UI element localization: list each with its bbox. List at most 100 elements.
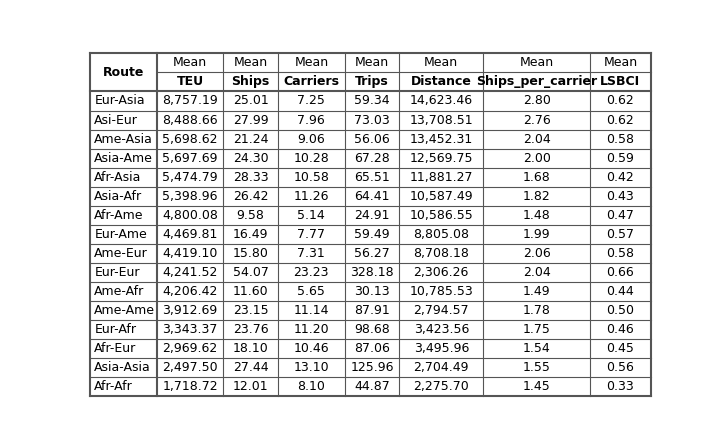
Text: 54.07: 54.07 bbox=[233, 266, 269, 279]
Text: 3,912.69: 3,912.69 bbox=[163, 304, 218, 317]
Text: Eur-Eur: Eur-Eur bbox=[94, 266, 140, 279]
Text: LSBCI: LSBCI bbox=[600, 76, 641, 89]
Text: Afr-Ame: Afr-Ame bbox=[94, 209, 144, 222]
Text: Route: Route bbox=[103, 66, 145, 79]
Text: 11.20: 11.20 bbox=[294, 323, 329, 336]
Text: 5,698.62: 5,698.62 bbox=[162, 133, 218, 146]
Text: Distance: Distance bbox=[411, 76, 471, 89]
Text: 14,623.46: 14,623.46 bbox=[410, 94, 473, 108]
Text: Asia-Asia: Asia-Asia bbox=[94, 361, 151, 374]
Text: 59.49: 59.49 bbox=[354, 228, 390, 241]
Text: 24.91: 24.91 bbox=[354, 209, 390, 222]
Text: 11,881.27: 11,881.27 bbox=[409, 170, 473, 184]
Text: 5,697.69: 5,697.69 bbox=[162, 152, 218, 165]
Text: 87.91: 87.91 bbox=[354, 304, 390, 317]
Text: 10,587.49: 10,587.49 bbox=[409, 190, 473, 202]
Text: 10,785.53: 10,785.53 bbox=[409, 285, 473, 298]
Text: 2.76: 2.76 bbox=[523, 113, 550, 126]
Text: 1.55: 1.55 bbox=[523, 361, 550, 374]
Text: Asi-Eur: Asi-Eur bbox=[94, 113, 138, 126]
Text: 2.00: 2.00 bbox=[523, 152, 550, 165]
Text: 73.03: 73.03 bbox=[354, 113, 390, 126]
Text: Mean: Mean bbox=[603, 57, 638, 69]
Text: Mean: Mean bbox=[173, 57, 207, 69]
Text: Carriers: Carriers bbox=[283, 76, 339, 89]
Text: 59.34: 59.34 bbox=[354, 94, 390, 108]
Text: 2,275.70: 2,275.70 bbox=[414, 380, 469, 393]
Text: 3,495.96: 3,495.96 bbox=[414, 342, 469, 355]
Text: 0.58: 0.58 bbox=[607, 133, 634, 146]
Text: Mean: Mean bbox=[294, 57, 328, 69]
Text: 3,343.37: 3,343.37 bbox=[163, 323, 218, 336]
Text: 1.99: 1.99 bbox=[523, 228, 550, 241]
Text: 56.27: 56.27 bbox=[354, 247, 390, 260]
Text: 5,398.96: 5,398.96 bbox=[162, 190, 218, 202]
Text: 2,794.57: 2,794.57 bbox=[414, 304, 469, 317]
Text: Trips: Trips bbox=[355, 76, 389, 89]
Text: 0.50: 0.50 bbox=[607, 304, 634, 317]
Text: Asia-Afr: Asia-Afr bbox=[94, 190, 142, 202]
Text: 8,708.18: 8,708.18 bbox=[414, 247, 469, 260]
Text: 98.68: 98.68 bbox=[354, 323, 390, 336]
Text: 4,419.10: 4,419.10 bbox=[163, 247, 218, 260]
Text: 9.06: 9.06 bbox=[297, 133, 325, 146]
Text: Ame-Eur: Ame-Eur bbox=[94, 247, 148, 260]
Text: Afr-Afr: Afr-Afr bbox=[94, 380, 133, 393]
Text: 2.04: 2.04 bbox=[523, 266, 550, 279]
Text: 2,704.49: 2,704.49 bbox=[414, 361, 469, 374]
Text: Mean: Mean bbox=[355, 57, 389, 69]
Text: 0.56: 0.56 bbox=[607, 361, 634, 374]
Text: 28.33: 28.33 bbox=[233, 170, 268, 184]
Text: 2,306.26: 2,306.26 bbox=[414, 266, 469, 279]
Text: 0.62: 0.62 bbox=[607, 113, 634, 126]
Text: 0.66: 0.66 bbox=[607, 266, 634, 279]
Text: 1.48: 1.48 bbox=[523, 209, 550, 222]
Text: Mean: Mean bbox=[424, 57, 458, 69]
Text: 25.01: 25.01 bbox=[233, 94, 268, 108]
Text: 27.44: 27.44 bbox=[233, 361, 268, 374]
Text: Afr-Asia: Afr-Asia bbox=[94, 170, 142, 184]
Text: 0.57: 0.57 bbox=[607, 228, 634, 241]
Text: 12,569.75: 12,569.75 bbox=[409, 152, 473, 165]
Text: 23.76: 23.76 bbox=[233, 323, 268, 336]
Text: 0.58: 0.58 bbox=[607, 247, 634, 260]
Text: 0.44: 0.44 bbox=[607, 285, 634, 298]
Text: 9.58: 9.58 bbox=[236, 209, 265, 222]
Text: Mean: Mean bbox=[520, 57, 554, 69]
Text: 64.41: 64.41 bbox=[354, 190, 390, 202]
Text: 8,488.66: 8,488.66 bbox=[162, 113, 218, 126]
Text: 44.87: 44.87 bbox=[354, 380, 390, 393]
Text: 16.49: 16.49 bbox=[233, 228, 268, 241]
Text: 8.10: 8.10 bbox=[297, 380, 325, 393]
Text: Afr-Eur: Afr-Eur bbox=[94, 342, 137, 355]
Text: 2.04: 2.04 bbox=[523, 133, 550, 146]
Text: 11.26: 11.26 bbox=[294, 190, 329, 202]
Text: 10.58: 10.58 bbox=[294, 170, 329, 184]
Text: 27.99: 27.99 bbox=[233, 113, 268, 126]
Text: 4,469.81: 4,469.81 bbox=[163, 228, 218, 241]
Text: 1.82: 1.82 bbox=[523, 190, 550, 202]
Text: 4,800.08: 4,800.08 bbox=[162, 209, 218, 222]
Text: 0.46: 0.46 bbox=[607, 323, 634, 336]
Text: Mean: Mean bbox=[234, 57, 268, 69]
Text: 67.28: 67.28 bbox=[354, 152, 390, 165]
Text: 21.24: 21.24 bbox=[233, 133, 268, 146]
Text: 4,206.42: 4,206.42 bbox=[163, 285, 218, 298]
Text: 1.45: 1.45 bbox=[523, 380, 550, 393]
Text: 0.47: 0.47 bbox=[607, 209, 634, 222]
Text: Asia-Ame: Asia-Ame bbox=[94, 152, 153, 165]
Text: 1.78: 1.78 bbox=[523, 304, 550, 317]
Text: 24.30: 24.30 bbox=[233, 152, 268, 165]
Text: Ame-Asia: Ame-Asia bbox=[94, 133, 153, 146]
Text: 13,452.31: 13,452.31 bbox=[410, 133, 473, 146]
Text: 0.45: 0.45 bbox=[607, 342, 634, 355]
Text: 7.96: 7.96 bbox=[297, 113, 325, 126]
Text: Eur-Afr: Eur-Afr bbox=[94, 323, 137, 336]
Text: 328.18: 328.18 bbox=[350, 266, 394, 279]
Text: 0.42: 0.42 bbox=[607, 170, 634, 184]
Text: 23.23: 23.23 bbox=[294, 266, 329, 279]
Text: 12.01: 12.01 bbox=[233, 380, 268, 393]
Text: Eur-Ame: Eur-Ame bbox=[94, 228, 147, 241]
Text: 2,497.50: 2,497.50 bbox=[162, 361, 218, 374]
Text: TEU: TEU bbox=[176, 76, 204, 89]
